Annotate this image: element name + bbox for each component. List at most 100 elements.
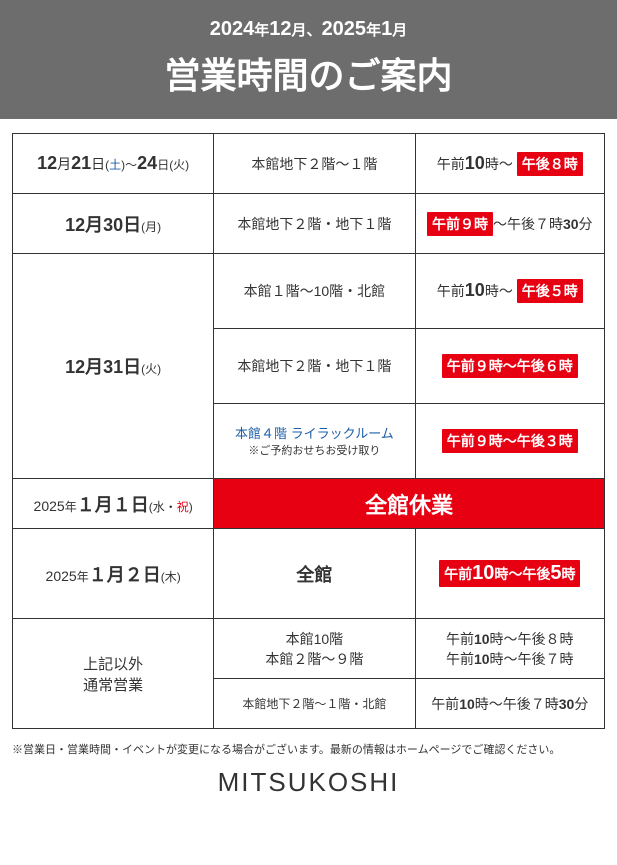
time-cell: 午前10時～午後5時 bbox=[415, 529, 604, 619]
table-row: 2025年１月１日(水・祝) 全館休業 bbox=[13, 479, 605, 529]
header-title: 営業時間のご案内 bbox=[0, 47, 617, 99]
t: 午前 bbox=[437, 156, 465, 172]
t: 時～午後 bbox=[494, 566, 550, 582]
sat-label: 土 bbox=[109, 158, 121, 172]
d: 12 bbox=[37, 153, 57, 173]
t: 午前 bbox=[431, 696, 459, 712]
time-highlight: 午後８時 bbox=[517, 152, 583, 176]
time-highlight: 午前10時～午後5時 bbox=[439, 560, 580, 587]
t: 分 bbox=[574, 696, 588, 712]
d: 2025 bbox=[46, 568, 77, 584]
time-cell: 午前９時～午後７時30分 bbox=[415, 194, 604, 254]
d: (木) bbox=[161, 570, 181, 584]
month2: 1 bbox=[381, 18, 392, 40]
table-row: 2025年１月２日(木) 全館 午前10時～午後5時 bbox=[13, 529, 605, 619]
time-cell: 午前10時～午後７時30分 bbox=[415, 679, 604, 729]
d: １月２日 bbox=[89, 565, 161, 585]
d: (月) bbox=[141, 220, 161, 234]
m2-unit: 月 bbox=[392, 22, 407, 39]
d: 上記以外 bbox=[13, 653, 213, 674]
date-cell: 2025年１月１日(水・祝) bbox=[13, 479, 214, 529]
schedule-table: 12月21日(土)～24日(火) 本館地下２階～１階 午前10時～ 午後８時 1… bbox=[12, 133, 605, 729]
t: 時 bbox=[561, 566, 575, 582]
time-highlight: 午前９時 bbox=[427, 212, 493, 236]
time-highlight: 午前９時～午後６時 bbox=[442, 354, 578, 378]
year2: 2025 bbox=[322, 18, 367, 40]
t: 分 bbox=[579, 216, 593, 232]
t: 30 bbox=[563, 216, 579, 232]
loc: 本館10階 bbox=[214, 629, 414, 649]
t: 時～ bbox=[485, 283, 513, 299]
d: 2025 bbox=[34, 498, 65, 514]
table-row: 12月31日(火) 本館１階～10階・北館 午前10時～ 午後５時 bbox=[13, 254, 605, 329]
location-cell: 本館地下２階・地下１階 bbox=[214, 194, 415, 254]
date-cell: 12月21日(土)～24日(火) bbox=[13, 134, 214, 194]
footnote: ※営業日・営業時間・イベントが変更になる場合がございます。最新の情報はホームペー… bbox=[12, 741, 605, 757]
t: 時～午後７時 bbox=[475, 696, 559, 712]
location-cell: 本館１階～10階・北館 bbox=[214, 254, 415, 329]
t: 30 bbox=[559, 696, 575, 712]
d: 年 bbox=[65, 500, 77, 514]
d: )～ bbox=[121, 158, 137, 172]
t: 10 bbox=[465, 280, 485, 300]
d: 21 bbox=[71, 153, 91, 173]
table-row: 12月30日(月) 本館地下２階・地下１階 午前９時～午後７時30分 bbox=[13, 194, 605, 254]
loc-note: ※ご予約おせちお受け取り bbox=[214, 444, 414, 458]
t: 午前 bbox=[444, 566, 472, 582]
yr1-unit: 年 bbox=[254, 22, 269, 39]
schedule-table-wrap: 12月21日(土)～24日(火) 本館地下２階～１階 午前10時～ 午後８時 1… bbox=[0, 119, 617, 733]
time-cell: 午前10時～午後８時 午前10時～午後７時 bbox=[415, 619, 604, 679]
d: 日(火) bbox=[157, 158, 189, 172]
t: 時～午後７時 bbox=[490, 651, 574, 667]
t: 午後８時 bbox=[522, 156, 578, 172]
header-subtitle: 2024年12月、2025年1月 bbox=[0, 18, 617, 41]
table-row: 12月21日(土)～24日(火) 本館地下２階～１階 午前10時～ 午後８時 bbox=[13, 134, 605, 194]
loc: 本館２階～９階 bbox=[214, 649, 414, 669]
location-cell: 本館４階 ライラックルーム ※ご予約おせちお受け取り bbox=[214, 404, 415, 479]
d: ) bbox=[189, 500, 193, 514]
t: 5 bbox=[550, 562, 561, 584]
t: 午前 bbox=[437, 283, 465, 299]
d: 12月31日 bbox=[65, 357, 141, 377]
d: 24 bbox=[137, 153, 157, 173]
logo: MITSUKOSHI bbox=[0, 767, 617, 808]
t: 10 bbox=[474, 651, 490, 667]
closed-cell: 全館休業 bbox=[214, 479, 605, 529]
table-row: 上記以外 通常営業 本館10階 本館２階～９階 午前10時～午後８時 午前10時… bbox=[13, 619, 605, 679]
t: 10 bbox=[465, 153, 485, 173]
d: (水・ bbox=[149, 500, 177, 514]
date-cell: 12月30日(月) bbox=[13, 194, 214, 254]
year1: 2024 bbox=[210, 18, 255, 40]
location-cell: 本館地下２階～１階・北館 bbox=[214, 679, 415, 729]
d: 日 bbox=[91, 156, 105, 172]
d: 月 bbox=[57, 156, 71, 172]
time-cell: 午前10時～ 午後８時 bbox=[415, 134, 604, 194]
t: 10 bbox=[472, 562, 494, 584]
time-cell: 午前10時～ 午後５時 bbox=[415, 254, 604, 329]
time-cell: 午前９時～午後３時 bbox=[415, 404, 604, 479]
month1: 12 bbox=[269, 18, 291, 40]
t: 時～ bbox=[485, 156, 513, 172]
t: 10 bbox=[459, 696, 475, 712]
d: (火) bbox=[141, 362, 161, 376]
t: 時～午後８時 bbox=[490, 631, 574, 647]
d: 通常営業 bbox=[13, 674, 213, 695]
t: 10 bbox=[474, 631, 490, 647]
header: 2024年12月、2025年1月 営業時間のご案内 bbox=[0, 0, 617, 119]
t-line: 午前10時～午後７時 bbox=[416, 649, 604, 669]
t: 午前 bbox=[446, 651, 474, 667]
d: 年 bbox=[77, 570, 89, 584]
t: 午前 bbox=[446, 631, 474, 647]
date-cell: 12月31日(火) bbox=[13, 254, 214, 479]
time-highlight: 午後５時 bbox=[517, 279, 583, 303]
t: ～午後７時 bbox=[493, 216, 563, 232]
date-cell: 2025年１月２日(木) bbox=[13, 529, 214, 619]
d: 12月30日 bbox=[65, 215, 141, 235]
m1-unit: 月、 bbox=[292, 22, 322, 39]
location-cell: 本館地下２階・地下１階 bbox=[214, 329, 415, 404]
date-cell: 上記以外 通常営業 bbox=[13, 619, 214, 729]
time-highlight: 午前９時～午後３時 bbox=[442, 429, 578, 453]
d: １月１日 bbox=[77, 495, 149, 515]
location-cell: 本館10階 本館２階～９階 bbox=[214, 619, 415, 679]
location-cell: 本館地下２階～１階 bbox=[214, 134, 415, 194]
